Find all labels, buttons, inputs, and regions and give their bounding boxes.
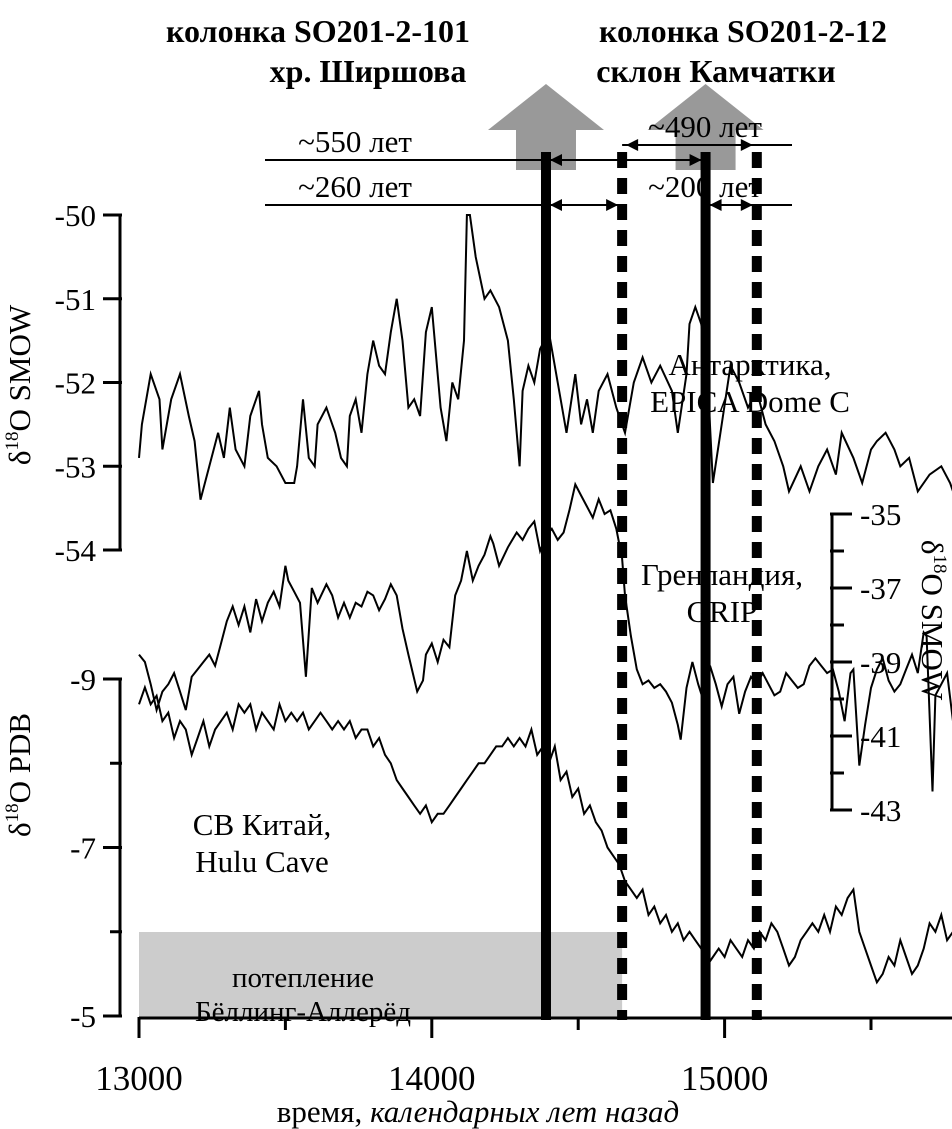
interval-arrowhead xyxy=(709,199,722,211)
interval-label-3: ~490 лет xyxy=(648,109,762,144)
left-pdb-axis-title-delta: δ xyxy=(2,822,37,837)
left-pdb-axis-title-superscript: 18 xyxy=(2,803,23,822)
left-smow-tick-label: -51 xyxy=(55,282,96,317)
core-label-2-line2: склон Камчатки xyxy=(596,53,835,89)
x-axis-label-italic: календарных лет назад xyxy=(370,1094,679,1129)
left-smow-axis-title-rest: O SMOW xyxy=(2,304,37,431)
x-tick-label: 14000 xyxy=(388,1059,476,1098)
interval-arrowhead xyxy=(606,199,619,211)
left-pdb-axis-title: δ18O PDB xyxy=(2,713,37,837)
core-label-2-line1: колонка SO201-2-12 xyxy=(599,13,887,49)
interval-arrowhead xyxy=(689,154,702,166)
series-label-1-line2: EPICA Dome C xyxy=(650,384,850,419)
series-label-1-line1: Антарктика, xyxy=(668,347,831,382)
left-smow-axis-title: δ18O SMOW xyxy=(2,304,37,465)
right-smow-tick-label: -43 xyxy=(860,793,901,828)
shade-label-line2: Бёллинг-Аллерёд xyxy=(195,996,411,1028)
right-smow-tick-label: -39 xyxy=(860,645,901,680)
x-tick-label: 15000 xyxy=(681,1059,769,1098)
core-label-1-line1: колонка SO201-2-101 xyxy=(166,13,470,49)
left-pdb-tick-label: -7 xyxy=(70,831,96,866)
series-line-3 xyxy=(138,684,952,985)
core-arrow-1 xyxy=(487,84,604,170)
left-smow-axis-title-superscript: 18 xyxy=(2,431,23,450)
left-pdb-tick-label: -5 xyxy=(70,999,96,1034)
right-smow-axis-title-rest: O SMOW xyxy=(915,574,950,701)
right-smow-axis-title-delta: δ xyxy=(915,540,950,555)
interval-arrowhead xyxy=(740,139,753,151)
x-axis-label-prefix: время, xyxy=(277,1094,370,1129)
interval-arrowhead xyxy=(549,154,562,166)
series-label-2-line2: GRIP xyxy=(687,594,758,629)
core-label-1-line2: хр. Ширшова xyxy=(270,53,467,89)
right-smow-tick-label: -35 xyxy=(860,497,901,532)
x-axis-label: время, календарных лет назад xyxy=(277,1094,679,1129)
interval-label-1: ~550 лет xyxy=(298,124,412,159)
interval-arrowhead xyxy=(626,139,639,151)
left-smow-tick-label: -54 xyxy=(55,533,97,568)
left-pdb-tick-label: -9 xyxy=(70,662,96,697)
right-smow-tick-label: -37 xyxy=(860,571,901,606)
interval-label-2: ~260 лет xyxy=(298,169,412,204)
left-smow-axis-title-delta: δ xyxy=(2,450,37,465)
series-label-3-line1: СВ Китай, xyxy=(193,807,331,842)
series-line-1 xyxy=(138,214,952,500)
left-pdb-axis-title-rest: O PDB xyxy=(2,713,37,803)
x-tick-label: 13000 xyxy=(95,1059,183,1098)
series-label-2-line1: Гренландия, xyxy=(641,557,803,592)
shade-label-line1: потепление xyxy=(232,962,374,994)
left-smow-tick-label: -52 xyxy=(55,366,96,401)
interval-arrowhead xyxy=(740,199,753,211)
left-smow-tick-label: -50 xyxy=(55,198,96,233)
right-smow-axis-title-superscript: 18 xyxy=(929,555,950,574)
right-smow-tick-label: -41 xyxy=(860,719,901,754)
core-arrow-2 xyxy=(647,84,764,170)
series-line-2 xyxy=(138,481,952,792)
interval-label-4: ~200 лет xyxy=(648,169,762,204)
left-smow-tick-label: -53 xyxy=(55,449,96,484)
right-smow-axis-title: δ18O SMOW xyxy=(915,540,950,701)
series-label-3-line2: Hulu Cave xyxy=(195,844,328,879)
interval-arrowhead xyxy=(549,199,562,211)
